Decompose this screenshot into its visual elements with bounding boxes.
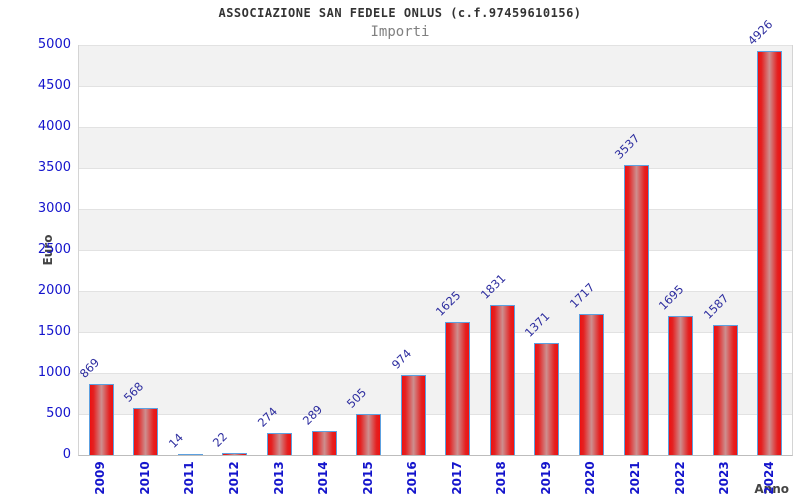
plot-band bbox=[79, 127, 792, 168]
plot-band bbox=[79, 250, 792, 291]
y-tick-label: 5000 bbox=[37, 37, 71, 52]
bar-2022 bbox=[668, 316, 694, 455]
y-tick-label: 2500 bbox=[37, 242, 71, 257]
bar-2020 bbox=[578, 314, 604, 455]
y-tick-label: 2000 bbox=[37, 283, 71, 298]
bar-2024 bbox=[757, 51, 783, 455]
x-tick-label: 2021 bbox=[628, 461, 643, 495]
y-tick-label: 1000 bbox=[37, 365, 71, 380]
chart-subtitle: Importi bbox=[370, 24, 430, 40]
bar-2009 bbox=[88, 383, 114, 455]
bar-2023 bbox=[712, 324, 738, 455]
x-tick-label: 2015 bbox=[360, 461, 375, 495]
bar-2014 bbox=[311, 431, 337, 455]
x-tick-label: 2016 bbox=[405, 461, 420, 495]
bar-2013 bbox=[267, 432, 293, 455]
x-tick-label: 2009 bbox=[93, 461, 108, 495]
plot-area: 869 568 14 22 274 289 505 974 1625 1831 1371 1717 35… bbox=[77, 17, 793, 456]
x-tick-label: 2013 bbox=[271, 461, 286, 495]
x-tick-label: 2023 bbox=[717, 461, 732, 495]
bar-2017 bbox=[445, 321, 471, 455]
bar-2021 bbox=[623, 164, 649, 455]
plot-band bbox=[79, 168, 792, 209]
plot-band bbox=[79, 45, 792, 86]
bar-2018 bbox=[489, 304, 515, 455]
x-tick-label: 2014 bbox=[316, 461, 331, 495]
y-tick-label: 4000 bbox=[37, 119, 71, 134]
bar-2011 bbox=[177, 453, 203, 455]
y-tick-label: 0 bbox=[62, 447, 71, 462]
x-tick-label: 2018 bbox=[494, 461, 509, 495]
x-tick-label: 2010 bbox=[137, 461, 152, 495]
bar-2010 bbox=[133, 408, 159, 455]
y-tick-label: 3500 bbox=[37, 160, 71, 175]
y-tick-label: 4500 bbox=[37, 78, 71, 93]
x-tick-label: 2017 bbox=[449, 461, 464, 495]
x-tick-label: 2020 bbox=[583, 461, 598, 495]
plot-band bbox=[79, 86, 792, 127]
x-tick-label: 2012 bbox=[226, 461, 241, 495]
x-tick-label: 2019 bbox=[538, 461, 553, 495]
bar-2019 bbox=[534, 342, 560, 455]
y-tick-label: 3000 bbox=[37, 201, 71, 216]
bar-2016 bbox=[400, 375, 426, 455]
x-tick-label: 2022 bbox=[672, 461, 687, 495]
chart-title: ASSOCIAZIONE SAN FEDELE ONLUS (c.f.97459… bbox=[218, 6, 582, 20]
x-tick-label: 2024 bbox=[761, 461, 776, 495]
bar-2012 bbox=[222, 453, 248, 455]
y-tick-label: 1500 bbox=[37, 324, 71, 339]
bar-2015 bbox=[356, 413, 382, 455]
plot-band bbox=[79, 209, 792, 250]
x-tick-label: 2011 bbox=[182, 461, 197, 495]
y-tick-label: 500 bbox=[46, 406, 71, 421]
x-axis-label: Anno bbox=[754, 482, 789, 496]
